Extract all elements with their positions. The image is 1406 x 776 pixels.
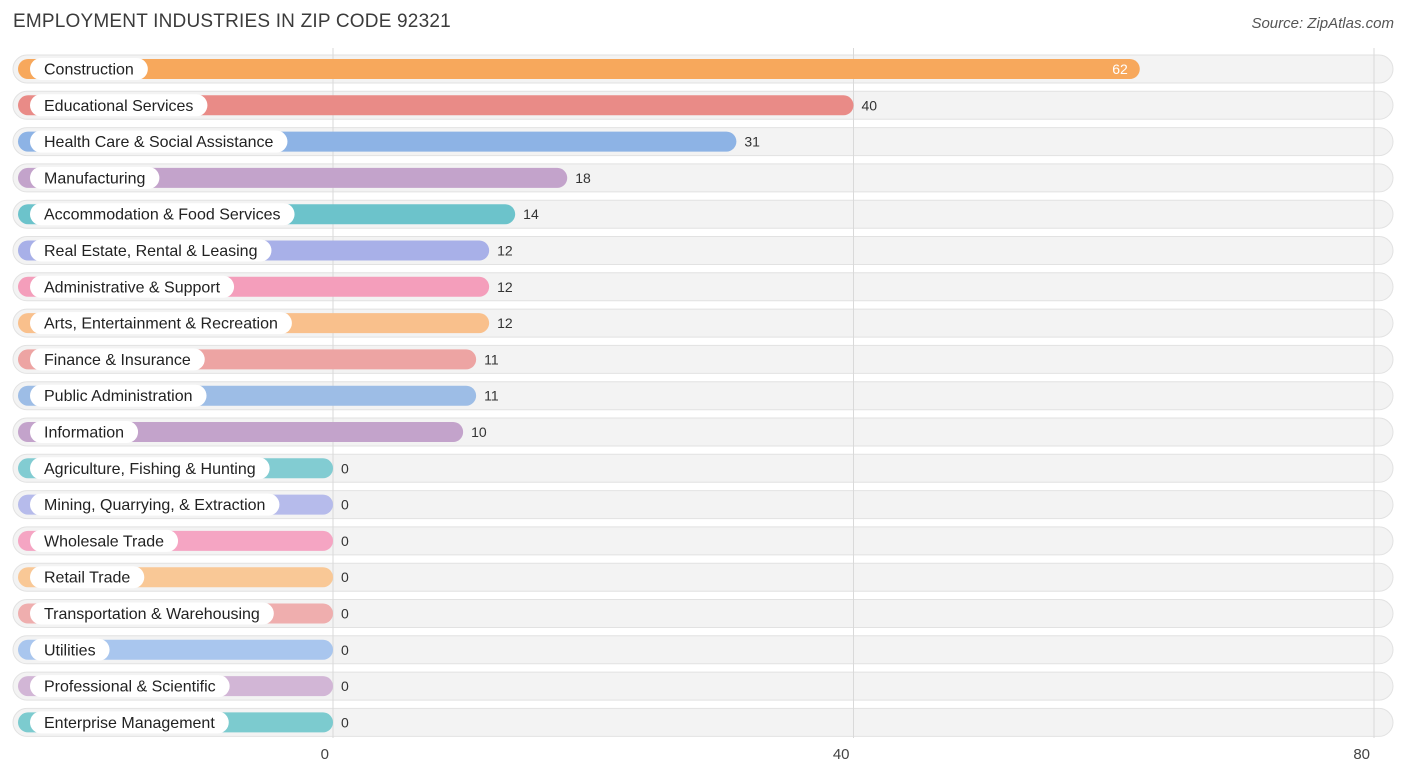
bar-label-pill [30,203,295,226]
row-background [12,490,1394,520]
value-label: 0 [341,569,349,585]
row-background [12,707,1394,737]
category-label: Construction [44,62,134,79]
value-label: 40 [862,97,878,113]
x-axis-ticks: 0 40 80 [321,746,1370,763]
bar-label-pill [30,58,148,80]
row-background [12,526,1394,556]
category-label: Finance & Insurance [44,352,191,369]
value-label: 10 [471,424,487,440]
bar-label-pill [30,130,288,153]
value-label: 0 [341,533,349,549]
bars-layer: Construction 62 Educational Services 40 Heal… [18,58,1140,734]
category-label: Wholesale Trade [44,533,164,550]
value-label: 14 [523,206,539,222]
value-label: 31 [744,134,760,150]
source-note: Source: ZipAtlas.com [1251,15,1394,32]
bar-label-pill [30,675,230,698]
bar-label-pill [30,711,229,734]
category-label: Agriculture, Fishing & Hunting [44,461,256,478]
bar[interactable] [18,59,1140,79]
category-label: Administrative & Support [44,279,221,296]
value-label: 18 [575,170,591,186]
category-label: Accommodation & Food Services [44,207,281,224]
row-background [12,599,1394,628]
category-label: Educational Services [44,98,193,115]
value-label: 62 [1112,61,1128,77]
bar-label-pill [30,529,179,552]
bar-label-pill [30,566,145,589]
value-label: 12 [497,243,513,259]
value-label: 0 [341,497,349,513]
chart-title: EMPLOYMENT INDUSTRIES IN ZIP CODE 92321 [13,11,451,32]
x-tick-label: 0 [321,746,329,763]
category-label: Professional & Scientific [44,679,216,696]
value-label: 0 [341,678,349,694]
value-label: 0 [341,460,349,476]
x-tick-label: 80 [1353,746,1370,763]
category-label: Enterprise Management [44,715,215,732]
bar-label-pill [30,493,280,516]
value-label: 12 [497,279,513,295]
bar-label-pill [30,275,235,298]
row-background [12,562,1394,592]
bar-label-pill [30,166,160,189]
category-label: Information [44,425,124,442]
category-label: Retail Trade [44,570,130,587]
category-label: Mining, Quarrying, & Extraction [44,497,265,514]
row-background [12,453,1394,483]
category-label: Real Estate, Rental & Leasing [44,243,257,260]
category-label: Public Administration [44,388,193,405]
bar-label-pill [30,239,272,262]
bar-label-pill [30,384,207,407]
bar[interactable] [18,95,854,116]
value-label: 0 [341,642,349,658]
bar-label-pill [30,348,205,371]
category-label: Manufacturing [44,170,145,187]
category-label: Arts, Entertainment & Recreation [44,316,278,333]
bar-label-pill [30,421,139,443]
bar-label-pill [30,602,274,625]
value-label: 0 [341,606,349,622]
value-label: 12 [497,315,513,331]
value-label: 0 [341,714,349,730]
row-background [12,671,1394,701]
category-label: Transportation & Warehousing [44,606,260,623]
bar-label-pill [30,457,270,480]
bar-label-pill [30,312,292,335]
row-background [12,635,1394,665]
bar-label-pill [30,94,208,117]
category-label: Utilities [44,642,96,659]
bar-label-pill [30,638,110,661]
value-label: 11 [484,388,499,404]
category-label: Health Care & Social Assistance [44,134,274,151]
value-label: 11 [484,351,499,367]
x-tick-label: 40 [833,746,850,763]
